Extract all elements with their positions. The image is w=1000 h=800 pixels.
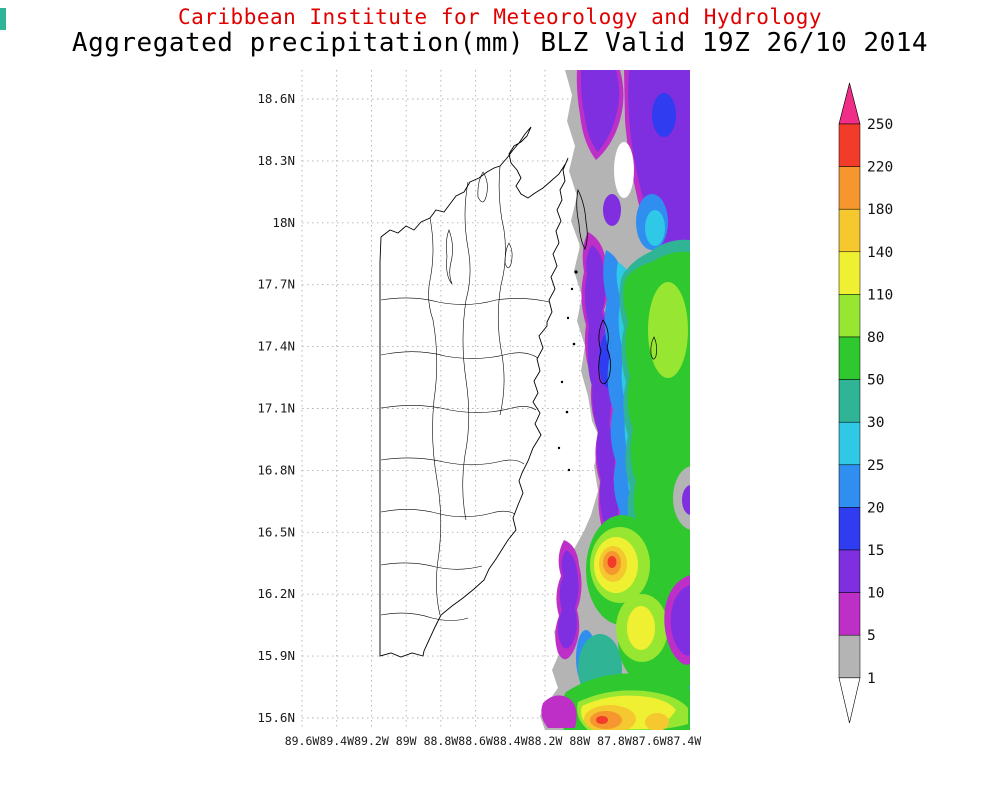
colorbar-label: 5: [867, 628, 876, 644]
lon-axis-labels: 89.6W 89.4W 89.2W 89W 88.8W 88.6W 88.4W 88.2W 88…: [285, 734, 702, 748]
lon-tick-label: 87.8W: [597, 734, 632, 748]
precip-region-magenta: [541, 695, 577, 728]
precip-region-cyan: [645, 210, 665, 246]
precip-region-lightgreen: [648, 282, 688, 378]
colorbar-segment: [838, 634, 861, 679]
lon-tick-label: 88.4W: [493, 734, 528, 748]
colorbar-segment: [838, 294, 861, 338]
colorbar-label: 50: [867, 373, 884, 389]
lat-tick-label: 18.6N: [257, 91, 295, 106]
island-ambergris-caye: [576, 188, 588, 250]
colorbar-segment: [838, 592, 861, 636]
lon-tick-label: 89.2W: [354, 734, 389, 748]
colorbar-segment: [838, 251, 861, 295]
colorbar-segment: [838, 549, 861, 593]
lat-tick-label: 18.3N: [257, 153, 295, 168]
island-lighthouse-reef: [650, 336, 658, 360]
lon-tick-label: 88.8W: [424, 734, 459, 748]
belize-landmass: [380, 127, 568, 657]
colorbar-segment: [838, 208, 861, 253]
precip-region-purple: [603, 194, 621, 226]
lat-tick-label: 17.1N: [257, 401, 295, 416]
lon-tick-label: 88.6W: [458, 734, 493, 748]
lon-tick-label: 89.4W: [319, 734, 354, 748]
colorbar-legend: 250 220 180 140 110 80 50 30 25 20 15 10 5 1: [838, 82, 893, 724]
colorbar-label: 1: [867, 671, 876, 687]
lon-tick-label: 89.6W: [285, 734, 320, 748]
lon-tick-label: 89W: [396, 734, 417, 748]
colorbar-segment: [838, 421, 861, 466]
colorbar-label: 20: [867, 500, 884, 516]
colorbar-label: 15: [867, 543, 884, 559]
precip-region-purple: [580, 70, 620, 152]
island-turneffe-atoll: [598, 319, 611, 385]
lat-tick-label: 18N: [272, 215, 295, 230]
colorbar-segment: [838, 379, 861, 423]
lat-tick-label: 17.4N: [257, 339, 295, 354]
lat-tick-label: 16.5N: [257, 524, 295, 539]
lon-tick-label: 87.4W: [667, 734, 702, 748]
precip-region-yellow: [627, 606, 655, 650]
figure-title-line1: Caribbean Institute for Meteorology and …: [177, 5, 822, 29]
lon-tick-label: 88W: [569, 734, 590, 748]
colorbar-segment: [838, 464, 861, 508]
lat-tick-label: 17.7N: [257, 277, 295, 292]
colorbar-label: 140: [867, 245, 893, 261]
lat-axis-labels: 18.6N 18.3N 18N 17.7N 17.4N 17.1N 16.8N 16.5N 16…: [257, 91, 295, 725]
precip-region-red: [596, 716, 608, 724]
precip-region-grey: [673, 466, 690, 530]
colorbar-segment: [838, 507, 861, 551]
lat-tick-label: 15.6N: [257, 710, 295, 725]
lon-tick-label: 88.2W: [528, 734, 563, 748]
precip-region-amber: [645, 713, 669, 730]
colorbar-label: 250: [867, 117, 893, 133]
map-outlines: [379, 126, 658, 658]
colorbar-label: 220: [867, 160, 893, 176]
precip-region-purple: [682, 485, 690, 515]
precipitation-field: [540, 70, 690, 730]
colorbar-label: 110: [867, 287, 893, 303]
precip-region-purple: [557, 550, 579, 649]
district-boundaries: [380, 165, 550, 621]
colorbar-segment: [838, 336, 861, 380]
lat-tick-label: 16.2N: [257, 586, 295, 601]
figure-title-line2: Aggregated precipitation(mm) BLZ Valid 1…: [71, 28, 929, 58]
lat-tick-label: 15.9N: [257, 648, 295, 663]
colorbar-arrow-low: [838, 677, 861, 724]
colorbar-arrow-high: [838, 82, 861, 125]
precip-region-darkblue: [652, 93, 676, 137]
colorbar-segment: [838, 166, 861, 210]
cayes: [557, 270, 578, 472]
screen-edge-artifact: [0, 8, 6, 30]
colorbar-label: 30: [867, 415, 884, 431]
colorbar-label: 10: [867, 586, 884, 602]
precip-region-red: [607, 556, 617, 568]
lagoons: [446, 171, 513, 285]
precip-region-purple: [670, 585, 690, 656]
colorbar-label: 25: [867, 458, 884, 474]
colorbar-label: 180: [867, 202, 893, 218]
lon-tick-label: 87.6W: [632, 734, 667, 748]
belize-boundary: [379, 126, 569, 658]
colorbar-label: 80: [867, 330, 884, 346]
field-gap: [614, 142, 634, 198]
lat-tick-label: 16.8N: [257, 462, 295, 477]
colorbar-segment: [838, 123, 861, 167]
